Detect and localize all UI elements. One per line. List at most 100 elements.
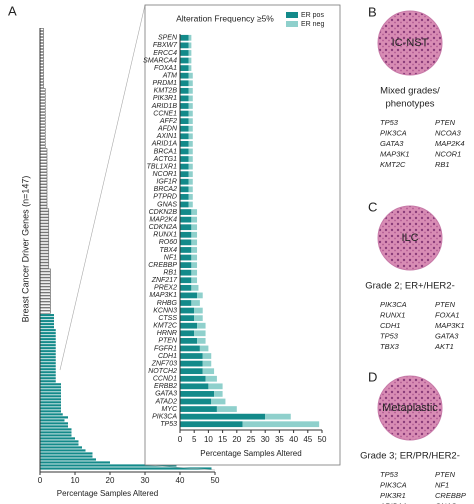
bar-segment bbox=[191, 247, 198, 253]
category-label: PTEN bbox=[158, 338, 178, 345]
category-label: PIK3R1 bbox=[153, 95, 177, 102]
gene-name: CDH1 bbox=[380, 321, 400, 330]
bar bbox=[39, 298, 51, 302]
bar bbox=[40, 359, 56, 362]
bar bbox=[40, 350, 56, 353]
category-label: ZNF703 bbox=[151, 360, 177, 367]
bar bbox=[39, 61, 44, 64]
bar-segment bbox=[180, 269, 192, 276]
bar-segment bbox=[180, 50, 189, 56]
bar-segment bbox=[180, 383, 209, 390]
bar bbox=[40, 425, 68, 428]
category-label: AXIN1 bbox=[156, 133, 177, 140]
x-tick-label: 45 bbox=[303, 435, 312, 444]
bar-segment bbox=[180, 163, 189, 170]
x-tick-label: 10 bbox=[71, 476, 80, 485]
bar-segment bbox=[191, 284, 199, 291]
bar-segment bbox=[188, 42, 192, 49]
bar bbox=[39, 247, 50, 251]
bar-segment bbox=[191, 254, 198, 261]
bar bbox=[39, 76, 44, 80]
x-tick-label: 40 bbox=[176, 476, 185, 485]
gene-name: CREBBP bbox=[435, 491, 466, 500]
gene-name: NF1 bbox=[435, 480, 449, 489]
bar-segment bbox=[180, 224, 192, 231]
bar bbox=[39, 133, 46, 137]
bar bbox=[39, 220, 50, 224]
bar bbox=[39, 217, 50, 221]
bar-segment bbox=[194, 315, 203, 322]
gene-name: GNAS bbox=[435, 501, 456, 504]
image-label: IC-NST bbox=[392, 37, 429, 49]
bar bbox=[39, 223, 50, 227]
caption: Mixed grades/ bbox=[380, 86, 440, 97]
gene-name: GATA3 bbox=[380, 139, 404, 148]
category-label: KMT2B bbox=[154, 88, 178, 95]
bar-segment bbox=[188, 103, 193, 109]
bar-segment bbox=[191, 239, 198, 246]
category-label: SPEN bbox=[158, 35, 178, 42]
bar-segment bbox=[188, 140, 193, 147]
bar bbox=[39, 181, 48, 185]
bar bbox=[39, 31, 44, 34]
category-label: ERBB2 bbox=[154, 383, 177, 390]
panel-label: B bbox=[368, 4, 377, 19]
bar bbox=[39, 148, 48, 152]
category-label: ATAD2 bbox=[154, 398, 177, 405]
bar-segment bbox=[188, 87, 193, 94]
bar-segment bbox=[188, 34, 192, 41]
bar bbox=[40, 365, 56, 368]
x-tick-label: 50 bbox=[211, 476, 220, 485]
bar-segment bbox=[180, 178, 189, 185]
bar bbox=[40, 353, 56, 356]
bar bbox=[39, 199, 48, 203]
bar bbox=[40, 320, 54, 323]
bar-segment bbox=[180, 103, 189, 109]
bar bbox=[39, 37, 44, 40]
category-label: PTPRD bbox=[153, 194, 177, 201]
bar-segment bbox=[197, 337, 206, 344]
gene-name: KMT2C bbox=[380, 160, 406, 169]
bar-segment bbox=[216, 406, 237, 412]
category-label: RHBG bbox=[157, 300, 178, 307]
bar bbox=[39, 46, 44, 49]
bar bbox=[39, 34, 44, 37]
bar-segment bbox=[188, 110, 193, 117]
bar-segment bbox=[211, 398, 226, 405]
bar bbox=[40, 416, 68, 419]
bar-segment bbox=[197, 292, 203, 299]
category-label: IGF1R bbox=[156, 179, 177, 186]
bar bbox=[39, 157, 48, 161]
gene-name: ARID1A bbox=[379, 501, 407, 504]
bar bbox=[40, 464, 177, 467]
bar bbox=[39, 280, 51, 284]
bar bbox=[40, 458, 96, 461]
bar bbox=[39, 250, 50, 254]
gene-name: RB1 bbox=[435, 160, 450, 169]
bar bbox=[39, 97, 46, 101]
category-label: KMT2C bbox=[153, 323, 178, 330]
category-label: PRDM1 bbox=[152, 80, 177, 87]
inset-frame bbox=[144, 4, 341, 466]
bar bbox=[39, 115, 46, 119]
bar bbox=[39, 256, 50, 260]
x-tick-label: 0 bbox=[178, 435, 183, 444]
x-tick-label: 25 bbox=[247, 435, 256, 444]
image-label: Metaplastic bbox=[382, 402, 438, 414]
bar bbox=[40, 371, 56, 374]
bar-segment bbox=[180, 353, 203, 359]
gene-name: TP53 bbox=[380, 470, 399, 479]
bar bbox=[40, 449, 86, 452]
category-label: CCND1 bbox=[153, 376, 177, 383]
bar-segment bbox=[180, 315, 195, 322]
bar-segment bbox=[180, 216, 192, 223]
bar bbox=[40, 332, 56, 335]
bar-segment bbox=[180, 406, 217, 412]
bar bbox=[40, 344, 56, 347]
bar-segment bbox=[180, 247, 192, 253]
bar bbox=[39, 112, 46, 116]
bar bbox=[39, 178, 48, 182]
gene-name: MAP3K1 bbox=[435, 321, 465, 330]
bar-segment bbox=[188, 186, 193, 193]
bar-segment bbox=[188, 125, 193, 132]
